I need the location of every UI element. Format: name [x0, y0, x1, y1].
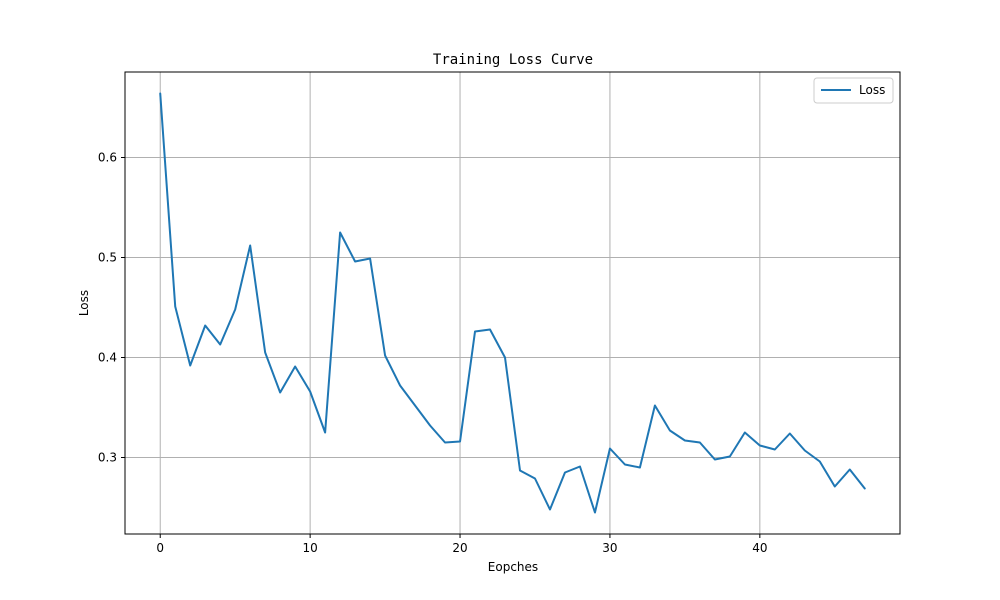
legend-box	[813, 77, 894, 104]
x-tick-label: 40	[752, 541, 767, 555]
chart-title: Training Loss Curve	[433, 52, 593, 68]
y-axis-label: Loss	[77, 290, 91, 316]
grid	[125, 72, 900, 534]
x-tick-label: 0	[156, 541, 164, 555]
x-tick-label: 10	[302, 541, 317, 555]
y-tick-label: 0.4	[98, 351, 117, 365]
plot-frame	[124, 71, 901, 535]
y-tick-label: 0.5	[98, 251, 117, 265]
series-line-loss	[159, 92, 866, 514]
series-layer	[159, 92, 866, 514]
axis-ticks: 0 10 20 30 40 0.3 0.4 0.5 0.6	[98, 151, 768, 556]
legend-label-loss: Loss	[859, 83, 885, 97]
x-tick-label: 30	[602, 541, 617, 555]
x-axis-label: Eopches	[488, 560, 538, 574]
x-tick-label: 20	[452, 541, 467, 555]
y-tick-label: 0.3	[98, 451, 117, 465]
y-tick-label: 0.6	[98, 151, 117, 165]
legend: Loss	[813, 77, 894, 104]
